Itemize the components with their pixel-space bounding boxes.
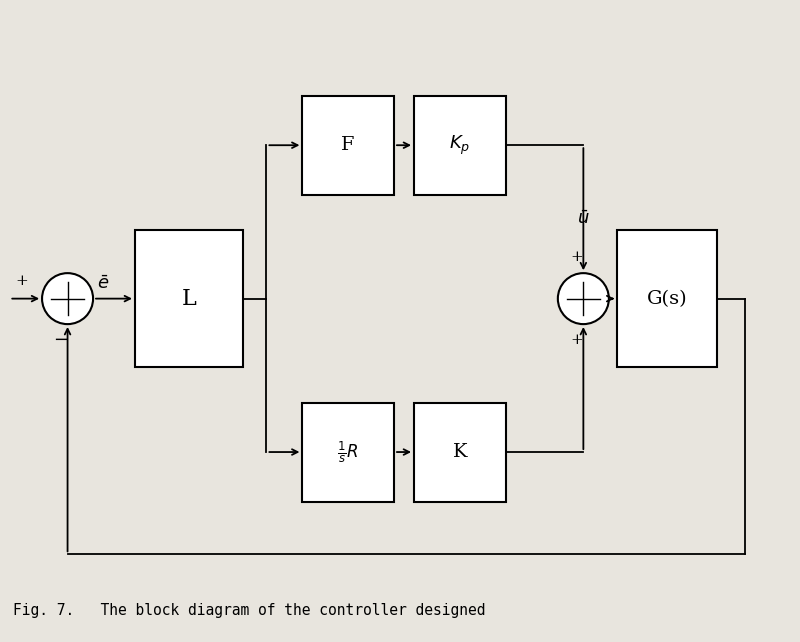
Circle shape: [42, 273, 93, 324]
Bar: [618, 230, 717, 367]
Text: G(s): G(s): [646, 290, 687, 308]
Text: $\bar{e}$: $\bar{e}$: [98, 275, 110, 293]
Circle shape: [558, 273, 609, 324]
Bar: [414, 403, 506, 501]
Text: −: −: [54, 331, 69, 349]
Bar: [302, 96, 394, 195]
Text: +: +: [570, 250, 583, 265]
Text: $K_p$: $K_p$: [449, 134, 470, 157]
Text: K: K: [453, 443, 467, 461]
Text: +: +: [16, 274, 29, 288]
Text: L: L: [182, 288, 196, 309]
Bar: [135, 230, 242, 367]
Text: $\frac{1}{s}R$: $\frac{1}{s}R$: [338, 439, 359, 465]
Bar: [302, 403, 394, 501]
Text: F: F: [342, 136, 355, 154]
Bar: [414, 96, 506, 195]
Text: Fig. 7.   The block diagram of the controller designed: Fig. 7. The block diagram of the control…: [14, 603, 486, 618]
Text: $\bar{u}$: $\bar{u}$: [577, 210, 590, 228]
Text: +: +: [570, 333, 583, 347]
